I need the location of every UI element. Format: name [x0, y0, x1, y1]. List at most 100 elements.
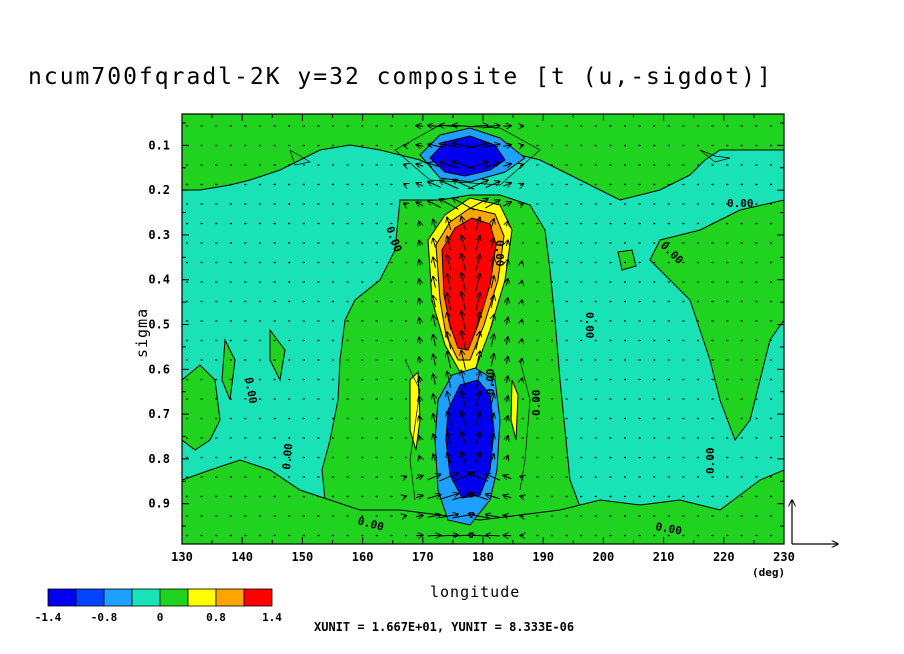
wind-vector: [467, 198, 488, 210]
wind-vector: [475, 236, 480, 251]
contour-labels: 0.00 0.00 0.00 0.00 0.00 0.00 0.00 0.00 …: [242, 197, 753, 538]
x-tick-label: 230: [773, 550, 795, 564]
wind-vector: [433, 257, 436, 268]
wind-vector: [439, 514, 458, 519]
x-axis-label: longitude: [430, 583, 520, 601]
colorbar-label: -1.4: [35, 611, 62, 624]
wind-vector: [520, 476, 524, 478]
wind-vector: [475, 312, 480, 331]
wind-vector: [447, 217, 451, 230]
wind-vector: [461, 350, 467, 370]
wind-vector: [502, 202, 511, 207]
wind-vector: [467, 143, 488, 149]
wind-vector: [485, 474, 500, 481]
wind-vector: [428, 182, 441, 188]
x-ticks: 130 140 150 160 170 180 190 200 210 220 230: [171, 114, 795, 564]
colorbar-swatch: [75, 588, 105, 607]
wind-vector: [461, 216, 467, 231]
wind-vector: [521, 261, 522, 264]
green-small-patch-3: [617, 249, 637, 271]
wind-vector: [419, 456, 420, 460]
svg-text:0.00: 0.00: [530, 390, 543, 417]
x-tick-label: 200: [593, 550, 615, 564]
wind-vector: [439, 180, 459, 190]
colorbar-label: -0.8: [91, 611, 118, 624]
wind-vector: [416, 145, 424, 146]
wind-vector: [485, 535, 500, 536]
wind-vector: [485, 515, 500, 518]
wind-vector: [447, 312, 452, 330]
y-tick-label: 0.6: [148, 362, 170, 376]
lower-cold-core: [445, 379, 495, 499]
svg-text:0.00: 0.00: [727, 197, 754, 210]
wind-vector: [485, 125, 499, 126]
colorbar-label: 0.8: [206, 611, 226, 624]
y-tick-label: 0.3: [148, 228, 170, 242]
wind-vector: [433, 394, 436, 405]
wind-vector: [461, 273, 467, 292]
wind-vector: [502, 183, 511, 187]
svg-text:0.00: 0.00: [654, 520, 682, 537]
y-tick-label: 0.2: [148, 183, 170, 197]
wind-vector: [506, 416, 508, 422]
wind-vector: [439, 162, 459, 169]
wind-vector: [521, 378, 522, 381]
wind-vector: [503, 515, 512, 517]
wind-vector: [419, 377, 420, 383]
wind-vector: [491, 373, 494, 386]
warm-side-patch-2: [510, 379, 519, 441]
x-tick-label: 190: [532, 550, 554, 564]
wind-vector: [419, 318, 420, 325]
wind-vector: [433, 434, 436, 443]
x-tick-label: 180: [472, 550, 494, 564]
wind-vector: [419, 396, 420, 402]
wind-vector: [461, 411, 467, 427]
wind-vector: [485, 163, 499, 168]
wind-vector: [447, 274, 452, 291]
wind-vector: [506, 435, 508, 440]
wind-vector: [416, 164, 424, 166]
wind-vector: [521, 300, 522, 303]
chart-title: ncum700fqradl-2K y=32 composite [t (u,-s…: [28, 64, 773, 90]
y-ticks: 0.1 0.2 0.3 0.4 0.5 0.6 0.7 0.8 0.9: [148, 122, 784, 527]
wind-vector: [491, 393, 494, 405]
x-tick-label: 210: [653, 550, 675, 564]
wind-vector: [404, 145, 407, 146]
svg-text:0.00: 0.00: [493, 240, 506, 267]
wind-vector: [461, 311, 467, 332]
wind-vector: [419, 279, 420, 286]
wind-vector: [419, 416, 420, 421]
wind-vector: [433, 238, 436, 248]
wind-vector: [468, 473, 489, 482]
wind-vector: [415, 515, 423, 516]
wind-vector: [491, 257, 494, 269]
wind-vector: [503, 495, 512, 498]
wind-vector: [521, 339, 522, 342]
wind-vector: [447, 332, 452, 350]
x-tick-label: 160: [352, 550, 374, 564]
colorbar-label: 0: [157, 611, 164, 624]
wind-vector: [521, 358, 522, 361]
wind-vector: [419, 436, 420, 440]
wind-vector: [427, 515, 441, 517]
wind-vector: [476, 452, 480, 464]
x-unit-label: (deg): [752, 566, 785, 579]
wind-vector: [447, 391, 452, 407]
wind-vector: [433, 414, 436, 424]
wind-vector: [433, 296, 436, 308]
wind-vector: [467, 180, 488, 190]
wind-vector: [485, 200, 499, 209]
wind-vector: [428, 163, 441, 168]
wind-vector: [439, 473, 458, 482]
x-tick-label: 130: [171, 550, 193, 564]
wind-vector: [502, 164, 511, 167]
wind-vector: [461, 390, 467, 408]
wind-vector: [475, 331, 480, 350]
wind-vector: [404, 184, 407, 185]
colorbar-swatch: [243, 588, 273, 607]
wind-vector: [520, 516, 524, 517]
wind-vector: [419, 221, 420, 226]
wind-vector: [491, 238, 494, 249]
colorbar-labels: -1.4 -0.8 0 0.8 1.4: [35, 611, 283, 624]
